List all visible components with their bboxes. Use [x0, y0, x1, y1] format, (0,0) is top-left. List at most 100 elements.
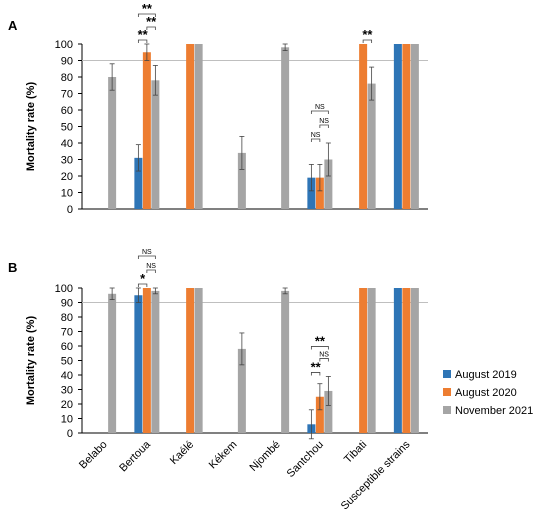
significance-label: NS: [319, 118, 329, 125]
significance-label: **: [142, 1, 153, 16]
significance-label: NS: [311, 132, 321, 139]
bar-november-2021-njombé: [281, 290, 290, 433]
significance-bracket: NS: [310, 104, 329, 114]
y-tick-label: 10: [61, 414, 73, 426]
y-tick-label: 100: [55, 39, 73, 51]
bar-november-2021-tibati: [367, 83, 376, 209]
error-bar: [144, 43, 150, 61]
legend: August 2019 August 2020 November 2021: [443, 369, 533, 417]
significance-label: **: [311, 359, 322, 374]
bar-august-2020-kaélé: [186, 288, 195, 433]
panel-label: A: [8, 18, 18, 33]
y-tick-label: 40: [61, 138, 73, 150]
bar-november-2021-santchou: [324, 159, 333, 209]
bar-november-2021-kaélé: [194, 44, 203, 209]
error-bar: [317, 383, 323, 411]
y-tick-label: 100: [55, 283, 73, 295]
significance-bracket: NS: [146, 263, 156, 273]
error-bar: [282, 43, 288, 51]
legend-swatch: [443, 406, 451, 414]
significance-bracket: **: [137, 1, 156, 17]
bar-august-2020-susceptible-strains: [402, 288, 411, 433]
bracket-line: [146, 26, 156, 30]
significance-bracket: **: [310, 333, 329, 350]
bracket-line: [137, 13, 156, 17]
bar-november-2021-santchou: [324, 390, 333, 433]
bracket-line: [362, 39, 373, 43]
y-tick-label: 70: [61, 89, 73, 101]
significance-bracket: NS: [319, 351, 329, 362]
x-tick-label: Tibati: [342, 439, 369, 466]
legend-swatch: [443, 388, 451, 396]
significance-bracket: NS: [311, 132, 321, 142]
y-tick-label: 0: [67, 204, 73, 216]
y-tick-label: 40: [61, 370, 73, 382]
bar-august-2020-tibati: [359, 44, 368, 209]
bar-november-2021-njombé: [281, 47, 290, 209]
x-tick-label: Njombé: [247, 439, 282, 474]
bar-august-2019-santchou: [307, 177, 316, 209]
x-tick-label: Kaélé: [168, 439, 196, 467]
y-axis-label: Mortality rate (%): [25, 316, 37, 406]
error-bar: [308, 409, 314, 440]
bracket-line: [137, 255, 156, 259]
panel-b: B 0 10 20 30 40 50 60 70 80 90 100 Mortality rate (%…: [8, 249, 428, 512]
panel-label: B: [8, 260, 17, 275]
error-bar: [325, 142, 331, 177]
bar-november-2021-bertoua: [151, 290, 160, 433]
significance-bracket: **: [362, 27, 373, 43]
y-tick-label: 80: [61, 312, 73, 324]
y-axis-label: Mortality rate (%): [25, 82, 37, 172]
significance-bracket: NS: [319, 118, 329, 128]
significance-label: NS: [142, 249, 152, 256]
bracket-line: [319, 358, 329, 362]
bar-august-2019-susceptible-strains: [393, 44, 402, 209]
x-tick-label: Santchou: [285, 439, 326, 480]
legend-label: August 2020: [455, 387, 517, 399]
error-bar: [325, 376, 331, 406]
significance-label: **: [138, 27, 149, 42]
error-bar: [317, 164, 323, 192]
bracket-line: [310, 346, 329, 350]
y-tick-label: 80: [61, 72, 73, 84]
y-tick-label: 50: [61, 356, 73, 368]
x-tick-label: Belabo: [77, 439, 110, 472]
panel-a: A 0 10 20 30 40 50 60 70 80 90 100 Mortality rate (%…: [8, 1, 428, 216]
bar-august-2019-bertoua: [134, 157, 143, 209]
significance-label: NS: [146, 263, 156, 270]
bracket-line: [146, 269, 156, 273]
bracket-line: [319, 124, 329, 128]
bracket-line: [137, 283, 148, 287]
error-bar: [109, 63, 115, 91]
error-bar: [152, 65, 158, 96]
significance-bracket: **: [138, 27, 149, 43]
legend-label: November 2021: [455, 405, 533, 417]
error-bar: [308, 164, 314, 192]
significance-label: NS: [315, 104, 325, 111]
bar-november-2021-kaélé: [194, 288, 203, 433]
y-tick-label: 10: [61, 188, 73, 200]
bracket-line: [137, 39, 148, 43]
y-tick-label: 60: [61, 341, 73, 353]
x-tick-label: Kékem: [207, 439, 240, 472]
bar-august-2020-santchou: [315, 177, 324, 209]
significance-label: *: [140, 271, 146, 286]
bar-november-2021-belabo: [108, 293, 117, 433]
bracket-line: [310, 110, 329, 114]
y-tick-label: 70: [61, 327, 73, 339]
y-tick-label: 60: [61, 105, 73, 117]
significance-bracket: *: [137, 271, 148, 287]
error-bar: [239, 135, 245, 170]
y-tick-label: 30: [61, 155, 73, 167]
bracket-line: [310, 372, 321, 376]
legend-swatch: [443, 370, 451, 378]
significance-bracket: **: [310, 359, 322, 376]
bar-november-2021-susceptible-strains: [410, 288, 419, 433]
bar-november-2021-tibati: [367, 288, 376, 433]
bar-november-2021-kékem: [237, 348, 246, 433]
error-bar: [135, 287, 141, 303]
bar-november-2021-susceptible-strains: [410, 44, 419, 209]
error-bar: [282, 287, 288, 295]
y-tick-label: 50: [61, 122, 73, 134]
bar-november-2021-kékem: [237, 152, 246, 209]
